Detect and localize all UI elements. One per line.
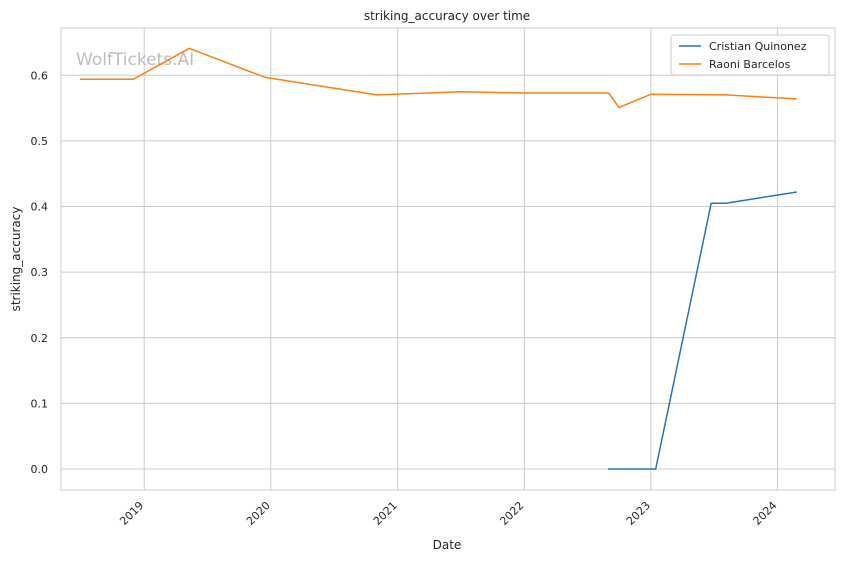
legend-label: Cristian Quinonez	[709, 40, 807, 53]
watermark: WolfTickets.AI	[76, 50, 194, 70]
legend: Cristian Quinonez Raoni Barcelos	[670, 34, 830, 76]
y-tick-labels: 0.0 0.1 0.2 0.3 0.4 0.5 0.6	[31, 69, 49, 476]
x-tick-labels: 2019 2020 2021 2022 2023 2024	[117, 499, 779, 528]
legend-label: Raoni Barcelos	[709, 58, 791, 71]
x-axis-label: Date	[433, 538, 462, 552]
chart-title: striking_accuracy over time	[364, 9, 530, 23]
x-tick-label: 2021	[371, 499, 400, 528]
y-tick-label: 0.0	[31, 463, 49, 476]
series-line-0	[607, 191, 797, 470]
grid-lines	[61, 28, 835, 490]
x-tick-label: 2023	[624, 499, 653, 528]
series-line-1	[79, 47, 797, 109]
y-tick-label: 0.6	[31, 69, 49, 82]
y-tick-label: 0.5	[31, 135, 49, 148]
x-tick-label: 2020	[244, 499, 273, 528]
x-tick-label: 2024	[751, 499, 780, 528]
y-tick-label: 0.4	[31, 201, 49, 214]
series-lines	[79, 47, 797, 470]
legend-box	[670, 34, 830, 76]
plot-frame	[60, 27, 836, 491]
y-tick-label: 0.3	[31, 266, 49, 279]
x-tick-label: 2019	[117, 499, 146, 528]
y-tick-label: 0.1	[31, 397, 49, 410]
y-tick-label: 0.2	[31, 332, 49, 345]
plot-area	[61, 28, 835, 490]
x-tick-label: 2022	[497, 499, 526, 528]
y-axis-label: striking_accuracy	[9, 207, 23, 312]
